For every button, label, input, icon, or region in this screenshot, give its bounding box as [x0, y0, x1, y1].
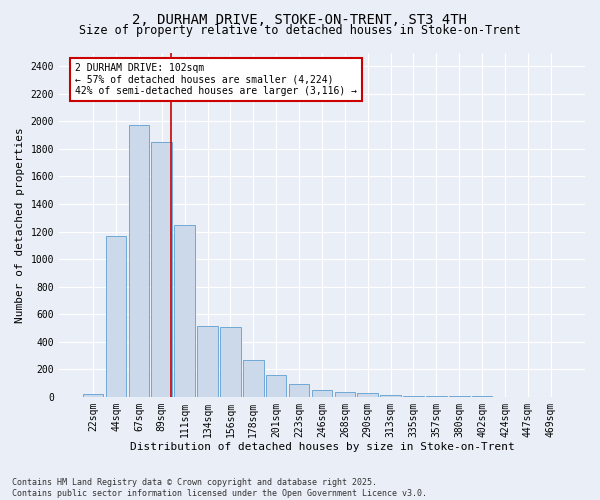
Y-axis label: Number of detached properties: Number of detached properties — [15, 127, 25, 322]
Bar — [289, 384, 310, 397]
Text: Contains HM Land Registry data © Crown copyright and database right 2025.
Contai: Contains HM Land Registry data © Crown c… — [12, 478, 427, 498]
Bar — [426, 396, 446, 397]
Bar — [449, 396, 470, 397]
Bar — [403, 396, 424, 397]
Bar — [311, 390, 332, 397]
Bar — [220, 326, 241, 397]
Text: Size of property relative to detached houses in Stoke-on-Trent: Size of property relative to detached ho… — [79, 24, 521, 37]
Text: 2, DURHAM DRIVE, STOKE-ON-TRENT, ST3 4TH: 2, DURHAM DRIVE, STOKE-ON-TRENT, ST3 4TH — [133, 12, 467, 26]
Bar — [83, 394, 103, 397]
X-axis label: Distribution of detached houses by size in Stoke-on-Trent: Distribution of detached houses by size … — [130, 442, 514, 452]
Bar — [358, 392, 378, 397]
Bar — [380, 396, 401, 397]
Bar — [106, 236, 127, 397]
Bar — [151, 142, 172, 397]
Bar — [197, 326, 218, 397]
Bar — [472, 396, 493, 397]
Bar — [335, 392, 355, 397]
Bar — [266, 376, 286, 397]
Bar — [175, 226, 195, 397]
Text: 2 DURHAM DRIVE: 102sqm
← 57% of detached houses are smaller (4,224)
42% of semi-: 2 DURHAM DRIVE: 102sqm ← 57% of detached… — [74, 63, 356, 96]
Bar — [128, 126, 149, 397]
Bar — [243, 360, 263, 397]
